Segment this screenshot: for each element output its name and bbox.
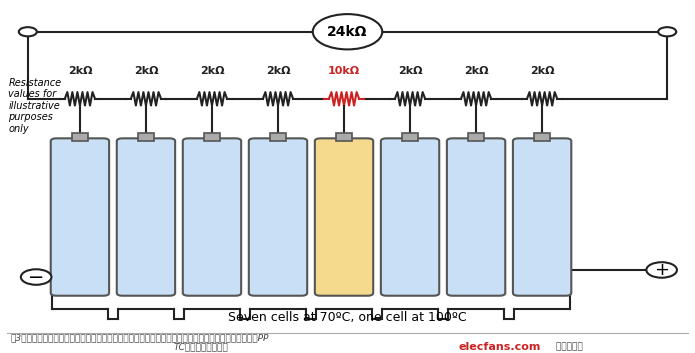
Bar xyxy=(270,133,286,141)
FancyBboxPatch shape xyxy=(117,138,175,296)
Text: 2kΩ: 2kΩ xyxy=(133,66,158,76)
FancyBboxPatch shape xyxy=(513,138,571,296)
Text: 24kΩ: 24kΩ xyxy=(327,25,368,39)
Text: 2kΩ: 2kΩ xyxy=(530,66,555,76)
Text: Resistance
values for
illustrative
purposes
only: Resistance values for illustrative purpo… xyxy=(8,78,61,134)
Circle shape xyxy=(19,27,37,36)
Circle shape xyxy=(658,27,676,36)
Circle shape xyxy=(646,262,677,278)
Text: 2kΩ: 2kΩ xyxy=(398,66,423,76)
Text: 10kΩ: 10kΩ xyxy=(328,66,360,76)
FancyBboxPatch shape xyxy=(51,138,109,296)
Text: elecfans.com: elecfans.com xyxy=(459,342,541,352)
FancyBboxPatch shape xyxy=(315,138,373,296)
Text: 2kΩ: 2kΩ xyxy=(464,66,489,76)
Text: 2kΩ: 2kΩ xyxy=(67,66,92,76)
Bar xyxy=(402,133,418,141)
Text: +: + xyxy=(654,261,669,279)
Bar xyxy=(72,133,88,141)
Text: 2kΩ: 2kΩ xyxy=(199,66,224,76)
Text: TC器件进入高阻态。: TC器件进入高阻态。 xyxy=(174,342,229,351)
FancyBboxPatch shape xyxy=(447,138,505,296)
Bar xyxy=(336,133,352,141)
FancyBboxPatch shape xyxy=(183,138,241,296)
Text: 2kΩ: 2kΩ xyxy=(265,66,291,76)
Circle shape xyxy=(21,269,51,285)
Text: 图3：用于混合动力汽车和电动汽车电池模块的热指示阵列。在本例中，红色电池温度超过了指定阈値，PP: 图3：用于混合动力汽车和电动汽车电池模块的热指示阵列。在本例中，红色电池温度超过… xyxy=(10,334,269,342)
Circle shape xyxy=(313,14,382,49)
Bar xyxy=(204,133,220,141)
Bar xyxy=(534,133,550,141)
FancyBboxPatch shape xyxy=(381,138,439,296)
Text: −: − xyxy=(28,268,44,287)
Text: 电子发烧友: 电子发烧友 xyxy=(553,342,582,351)
Bar xyxy=(468,133,484,141)
Bar xyxy=(138,133,154,141)
Text: Seven cells at 70ºC, one cell at 100ºC: Seven cells at 70ºC, one cell at 100ºC xyxy=(228,311,467,324)
FancyBboxPatch shape xyxy=(249,138,307,296)
